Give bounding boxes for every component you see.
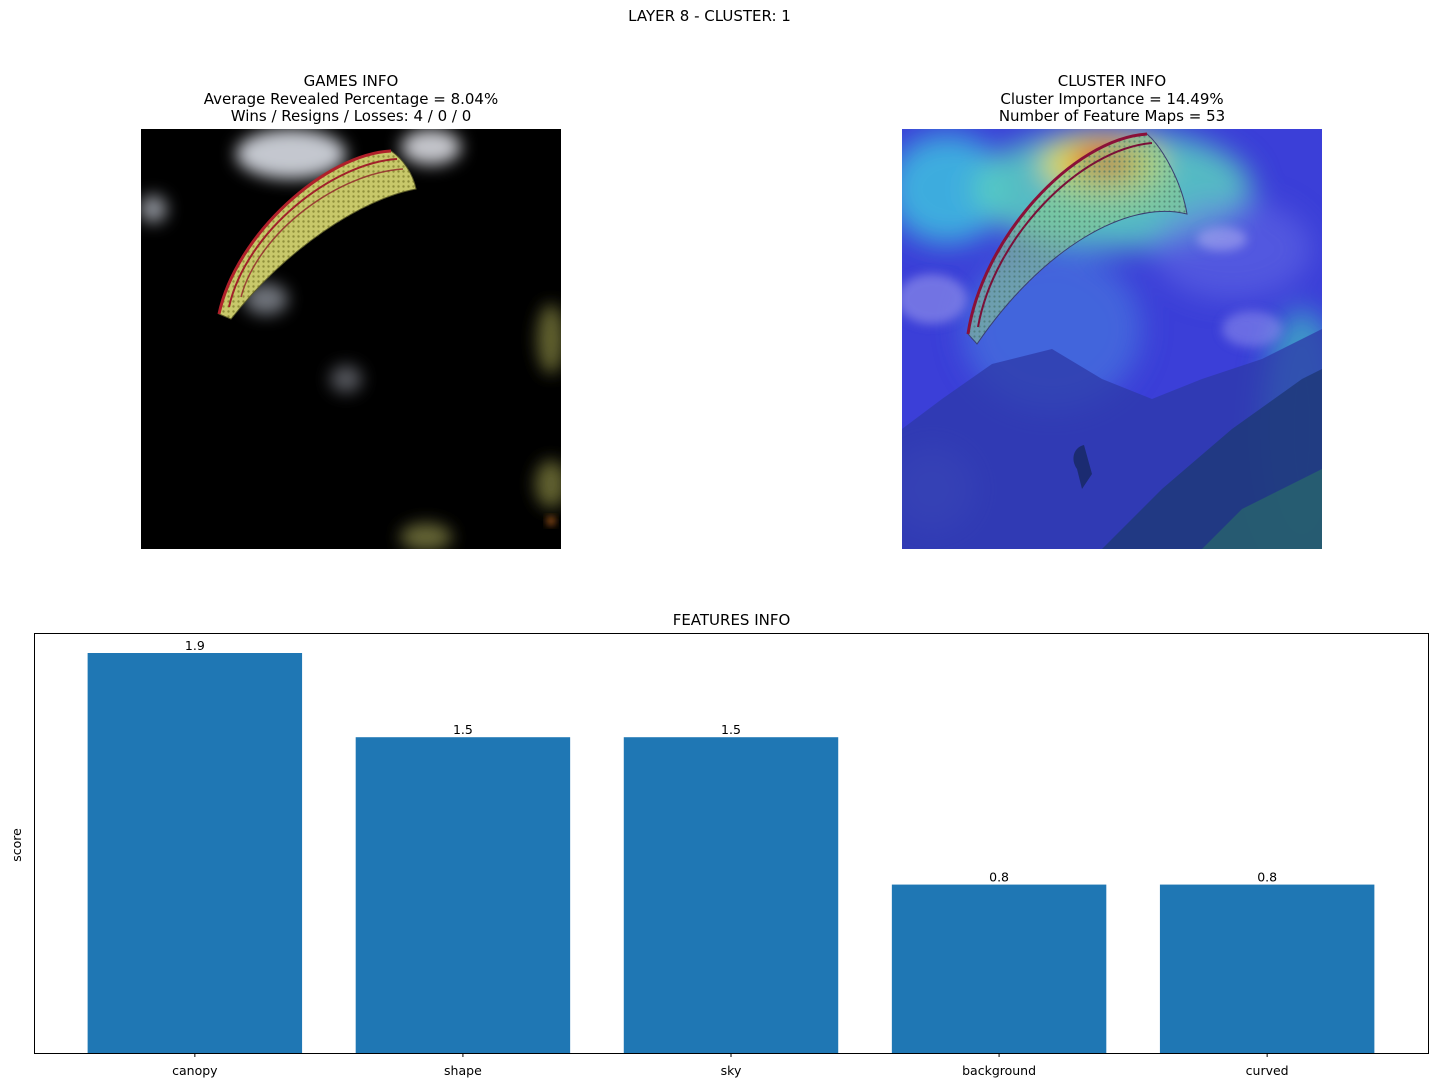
bar-value-label-curved: 0.8 [1257, 870, 1277, 885]
cluster-info-title: CLUSTER INFO Cluster Importance = 14.49%… [862, 72, 1362, 126]
revealed-image [141, 129, 561, 549]
games-info-title: GAMES INFO Average Revealed Percentage =… [101, 72, 601, 126]
bar-value-label-background: 0.8 [989, 870, 1009, 885]
bar-canopy [87, 653, 303, 1053]
overlay-canopy [966, 132, 1188, 345]
bar-background [891, 884, 1107, 1053]
bar-value-label-sky: 1.5 [721, 722, 741, 737]
bar-value-label-canopy: 1.9 [185, 638, 205, 653]
x-tick-label-background: background [962, 1063, 1036, 1078]
features-bar-chart: 1.9 1.5 1.5 0.8 0.8 canopy shape sky background… [9, 633, 1429, 1078]
overlay-clouds [902, 227, 1282, 347]
x-tick-label-canopy: canopy [172, 1063, 218, 1078]
cluster-heatmap-image [902, 129, 1322, 549]
bar-shape [355, 737, 571, 1053]
bars-layer: 1.9 1.5 1.5 0.8 0.8 [87, 638, 1375, 1053]
mountain-silhouette [902, 329, 1322, 549]
x-ticks-layer: canopy shape sky background curved [172, 1053, 1289, 1078]
average-revealed-percentage: Average Revealed Percentage = 8.04% [203, 89, 499, 108]
number-of-feature-maps: Number of Feature Maps = 53 [998, 107, 1226, 125]
wins-resigns-losses: Wins / Resigns / Losses: 4 / 0 / 0 [230, 107, 472, 125]
y-axis-label: score [9, 828, 24, 862]
cluster-info-heading: CLUSTER INFO [1057, 72, 1167, 90]
features-info-title: FEATURES INFO [672, 611, 791, 629]
revealed-canopy [217, 149, 417, 320]
x-tick-label-shape: shape [444, 1063, 482, 1078]
x-tick-label-curved: curved [1246, 1063, 1289, 1078]
bar-value-label-shape: 1.5 [453, 722, 473, 737]
games-info-heading: GAMES INFO [303, 72, 399, 90]
figure-title: LAYER 8 - CLUSTER: 1 [628, 7, 791, 25]
bar-sky [623, 737, 839, 1053]
bar-curved [1159, 884, 1375, 1053]
x-tick-label-sky: sky [721, 1063, 742, 1078]
cluster-importance: Cluster Importance = 14.49% [1000, 89, 1224, 108]
revealed-cloud-patches [141, 129, 561, 549]
